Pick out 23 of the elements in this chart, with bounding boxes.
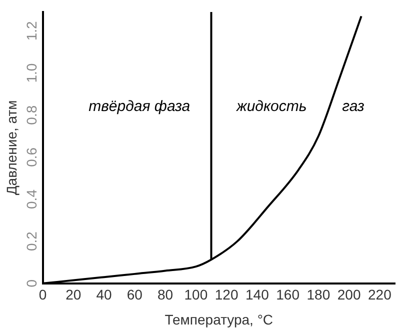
y-tick-label: 0 [24,279,40,288]
x-tick-label: 120 [214,286,238,303]
annotation: газ [342,98,364,116]
x-tick-label: 20 [66,286,82,303]
x-tick-label: 140 [246,286,270,303]
y-tick-label: 1.0 [24,63,40,83]
x-tick-label: 100 [184,286,208,303]
y-axis-title: Давление, атм [3,100,20,196]
x-tick-label: 180 [306,286,330,303]
y-tick-label: 1.2 [24,20,40,41]
x-tick-label: 40 [96,286,112,303]
x-tick-label: 160 [276,286,300,303]
y-tick-label: 0.6 [24,147,40,167]
y-tick-label: 0.2 [24,231,40,252]
annotation: жидкость [236,98,307,116]
x-axis-title: Температура, °C [164,311,274,328]
annotation: твёрдая фаза [88,98,190,116]
y-tick-label: 0.4 [24,189,40,209]
y-tick-label: 0.8 [24,105,40,125]
x-tick-label: 60 [126,286,143,303]
x-tick-label: 220 [368,286,392,303]
x-tick-label: 200 [337,286,361,303]
x-tick-label: 80 [158,286,174,303]
